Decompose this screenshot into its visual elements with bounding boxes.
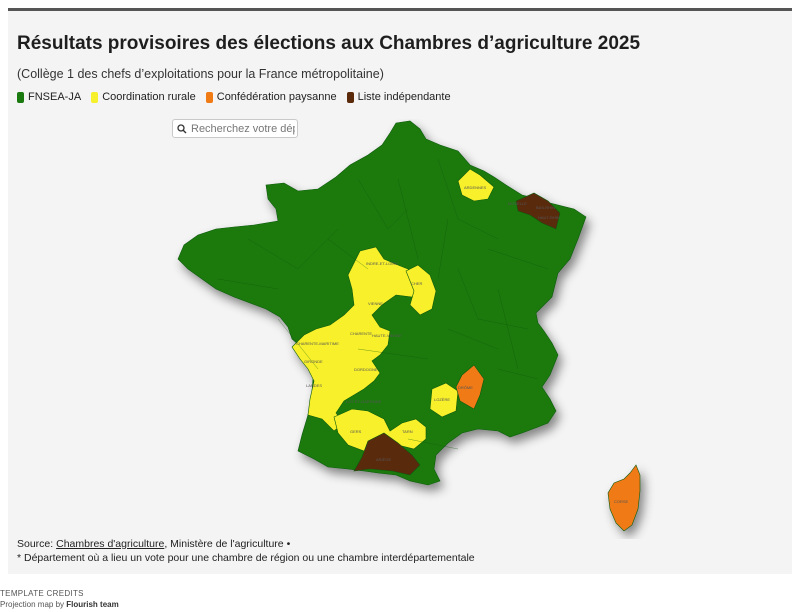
chart-title: Résultats provisoires des élections aux … — [17, 33, 641, 54]
department-search[interactable] — [172, 119, 298, 138]
chart-frame: Résultats provisoires des élections aux … — [8, 8, 792, 574]
france-map[interactable]: ARDENNES INDRE-ET-LOIRE VIENNE CHER CHAR… — [158, 119, 658, 539]
legend-label-coordination-rurale: Coordination rurale — [102, 91, 196, 103]
label-cher: CHER — [411, 281, 422, 286]
corsica[interactable] — [607, 464, 641, 532]
label-gers: GERS — [350, 429, 362, 434]
label-charente: CHARENTE — [350, 331, 372, 336]
label-haut-rhin: HAUT-RHIN — [538, 215, 560, 220]
label-lozere: LOZÈRE — [434, 397, 450, 402]
credits-heading: TEMPLATE CREDITS — [0, 589, 84, 598]
label-lot-et-garonne: LOT-ET-GARONNE — [346, 399, 382, 404]
legend-item-fnsea[interactable]: FNSEA-JA — [17, 91, 81, 103]
department-borders — [217, 158, 549, 450]
department-labels: ARDENNES INDRE-ET-LOIRE VIENNE CHER CHAR… — [296, 185, 629, 504]
region-coordination-rurale-lozere[interactable] — [429, 382, 459, 418]
region-coordination-rurale-south[interactable] — [333, 408, 427, 452]
label-vienne: VIENNE — [368, 301, 383, 306]
source-suffix: , Ministère de l'agriculture • — [164, 538, 291, 550]
legend-swatch-confederation-paysanne — [205, 91, 213, 103]
legend-label-fnsea: FNSEA-JA — [28, 91, 82, 103]
legend-item-coordination-rurale[interactable]: Coordination rurale — [91, 91, 196, 103]
source-line: Source: Chambres d'agriculture, Ministèr… — [17, 538, 290, 550]
legend-swatch-coordination-rurale — [91, 91, 99, 103]
label-gironde: GIRONDE — [304, 359, 323, 364]
region-liste-independante-alsace[interactable] — [515, 192, 561, 230]
credits-author[interactable]: Flourish team — [66, 600, 119, 609]
source-link[interactable]: Chambres d'agriculture — [56, 538, 165, 550]
label-moselle: MOSELLE — [508, 201, 527, 206]
region-confederation-paysanne-drome[interactable] — [455, 364, 485, 410]
label-corse: CORSE — [614, 499, 629, 504]
label-bas-rhin: BAS-RHIN — [536, 205, 555, 210]
label-dordogne: DORDOGNE — [354, 367, 378, 372]
label-charente-maritime: CHARENTE-MARITIME — [296, 341, 339, 346]
label-ardennes: ARDENNES — [464, 185, 487, 190]
label-drome: DRÔME — [458, 385, 473, 390]
search-icon — [173, 123, 191, 134]
template-credits: TEMPLATE CREDITS Projection map by Flour… — [0, 588, 119, 610]
label-ariege: ARIÈGE — [376, 457, 391, 462]
region-coordination-rurale-cher[interactable] — [405, 264, 437, 316]
source-prefix: Source: — [17, 538, 57, 550]
credits-line: Projection map by Flourish team — [0, 599, 119, 610]
region-coordination-rurale-ardennes[interactable] — [457, 168, 495, 202]
label-indre-et-loire: INDRE-ET-LOIRE — [366, 261, 398, 266]
legend-item-confederation-paysanne[interactable]: Confédération paysanne — [205, 91, 337, 103]
credits-prefix: Projection map by — [0, 600, 67, 609]
chart-subtitle: (Collège 1 des chefs d’exploitations pou… — [17, 67, 384, 81]
legend-swatch-fnsea — [17, 91, 24, 103]
label-landes: LANDES — [306, 383, 322, 388]
label-tarn: TARN — [402, 429, 413, 434]
legend-label-liste-independante: Liste indépendante — [357, 91, 451, 103]
legend-swatch-liste-independante — [346, 91, 354, 103]
search-input[interactable] — [191, 122, 295, 135]
legend-label-confederation-paysanne: Confédération paysanne — [216, 91, 337, 103]
legend: FNSEA-JA Coordination rurale Confédérati… — [17, 91, 451, 103]
region-liste-independante-ariege[interactable] — [353, 432, 421, 476]
label-haute-vienne: HAUTE-VIENNE — [372, 333, 402, 338]
footnote: * Département où a lieu un vote pour une… — [17, 552, 475, 564]
legend-item-liste-independante[interactable]: Liste indépendante — [346, 91, 451, 103]
